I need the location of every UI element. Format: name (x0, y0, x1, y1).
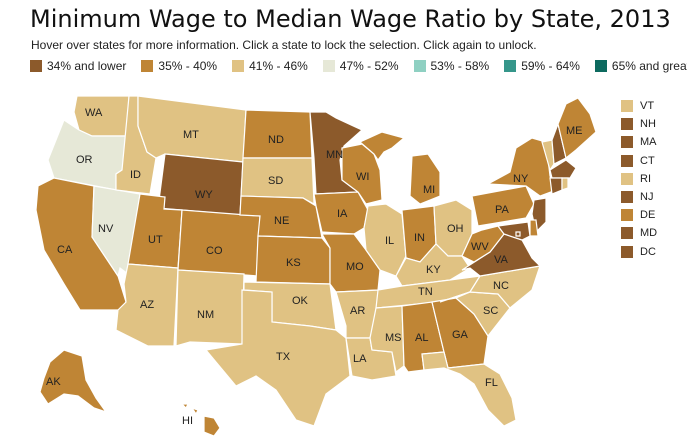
state-hi[interactable] (180, 403, 221, 437)
state-md[interactable] (496, 221, 531, 241)
state-pa[interactable] (471, 185, 535, 227)
page-title: Minimum Wage to Median Wage Ratio by Sta… (30, 5, 671, 33)
state-ri[interactable] (561, 177, 569, 191)
ne-label: MA (640, 136, 657, 149)
state-az[interactable] (115, 263, 179, 347)
state-de[interactable] (529, 219, 539, 237)
legend-item: 41% - 46% (232, 59, 308, 73)
ne-item-vt[interactable]: VT (621, 97, 657, 115)
state-nm[interactable] (175, 269, 245, 347)
ne-swatch (621, 100, 633, 113)
ne-swatch (621, 209, 633, 222)
ne-label: CT (640, 154, 655, 167)
ne-swatch (621, 191, 633, 204)
legend-label: 34% and lower (47, 59, 127, 73)
page-subtitle: Hover over states for more information. … (31, 38, 537, 52)
legend-swatch (232, 60, 245, 72)
state-wy[interactable] (157, 153, 244, 216)
state-mn[interactable] (309, 111, 364, 195)
ne-label: DC (640, 245, 656, 258)
legend-swatch (322, 60, 335, 72)
state-dc[interactable] (515, 231, 521, 237)
legend-label: 65% and greater (611, 59, 687, 73)
legend-swatch (594, 60, 607, 72)
state-nc[interactable] (439, 265, 541, 309)
state-mt[interactable] (137, 95, 247, 163)
state-ct[interactable] (549, 177, 563, 195)
legend-swatch (141, 60, 154, 72)
ne-item-nh[interactable]: NH (621, 115, 657, 133)
ne-swatch (621, 245, 633, 258)
legend-swatch (504, 60, 517, 72)
state-mi[interactable] (358, 131, 441, 205)
ne-label: NH (640, 118, 656, 131)
state-nd[interactable] (242, 109, 313, 159)
ne-label: DE (640, 209, 656, 222)
ne-item-ct[interactable]: CT (621, 152, 657, 170)
ne-item-ri[interactable]: RI (621, 170, 657, 188)
legend-label: 53% - 58% (430, 59, 490, 73)
legend-swatch (413, 60, 426, 72)
state-co[interactable] (177, 209, 261, 277)
state-label: HI (182, 415, 193, 427)
ne-item-ma[interactable]: MA (621, 133, 657, 151)
state-ak[interactable] (39, 349, 108, 414)
state-ks[interactable] (255, 235, 331, 285)
northeast-state-list: VT NH MA CT RI NJ DE MD DC (621, 97, 657, 261)
ne-swatch (621, 227, 633, 240)
ne-swatch (621, 172, 633, 185)
state-ia[interactable] (313, 191, 369, 235)
legend-item: 35% - 40% (141, 59, 217, 73)
ne-item-de[interactable]: DE (621, 206, 657, 224)
state-me[interactable] (557, 97, 597, 160)
legend-item: 47% - 52% (322, 59, 399, 73)
legend-label: 47% - 52% (339, 59, 399, 73)
ne-item-dc[interactable]: DC (621, 243, 657, 261)
ne-label: NJ (640, 191, 654, 204)
ne-label: RI (640, 172, 651, 185)
ne-swatch (621, 118, 633, 131)
legend-swatch (30, 60, 42, 72)
legend: 34% and lower 35% - 40% 41% - 46% 47% - … (30, 59, 687, 73)
ne-label: MD (640, 227, 658, 240)
state-wa[interactable] (73, 95, 130, 137)
legend-label: 35% - 40% (158, 59, 218, 73)
legend-item: 53% - 58% (413, 59, 490, 73)
state-ma[interactable] (549, 159, 577, 179)
legend-item: 34% and lower (30, 59, 126, 73)
legend-label: 41% - 46% (249, 59, 308, 73)
state-fl[interactable] (421, 351, 517, 427)
legend-item: 59% - 64% (504, 59, 580, 73)
ne-swatch (621, 154, 633, 167)
ne-item-md[interactable]: MD (621, 224, 657, 242)
legend-label: 59% - 64% (521, 59, 580, 73)
ne-label: VT (640, 100, 655, 113)
ne-item-nj[interactable]: NJ (621, 188, 657, 206)
ne-swatch (621, 136, 633, 149)
state-tx[interactable] (204, 289, 351, 427)
legend-item: 65% and greater (594, 59, 687, 73)
